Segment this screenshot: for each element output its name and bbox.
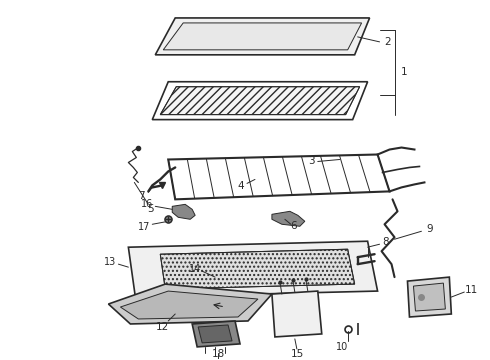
Text: 7: 7	[138, 192, 145, 201]
Text: 12: 12	[156, 322, 169, 332]
Text: 15: 15	[291, 349, 304, 359]
Polygon shape	[192, 321, 240, 347]
Text: 16: 16	[141, 199, 153, 210]
Text: 18: 18	[212, 349, 225, 359]
Text: 2: 2	[384, 37, 391, 47]
Polygon shape	[155, 18, 369, 55]
Polygon shape	[272, 291, 322, 337]
Polygon shape	[168, 154, 390, 199]
Text: 13: 13	[104, 257, 117, 267]
Text: 11: 11	[465, 285, 478, 295]
Text: 14: 14	[189, 264, 201, 274]
Polygon shape	[108, 284, 272, 324]
Text: 1: 1	[401, 67, 408, 77]
Polygon shape	[408, 277, 451, 317]
Text: 3: 3	[309, 157, 315, 166]
Polygon shape	[272, 211, 305, 226]
Text: 17: 17	[138, 222, 150, 232]
Text: 9: 9	[426, 224, 433, 234]
Text: 8: 8	[382, 237, 389, 247]
Polygon shape	[160, 249, 355, 289]
Polygon shape	[414, 283, 445, 311]
Polygon shape	[198, 325, 232, 343]
Polygon shape	[160, 87, 360, 114]
Polygon shape	[121, 291, 258, 319]
Polygon shape	[163, 23, 362, 50]
Polygon shape	[152, 82, 368, 120]
Text: 4: 4	[238, 181, 245, 192]
Text: 5: 5	[147, 204, 154, 214]
Text: 6: 6	[291, 221, 297, 231]
Polygon shape	[172, 204, 195, 219]
Text: 10: 10	[336, 342, 348, 352]
Polygon shape	[128, 241, 378, 297]
